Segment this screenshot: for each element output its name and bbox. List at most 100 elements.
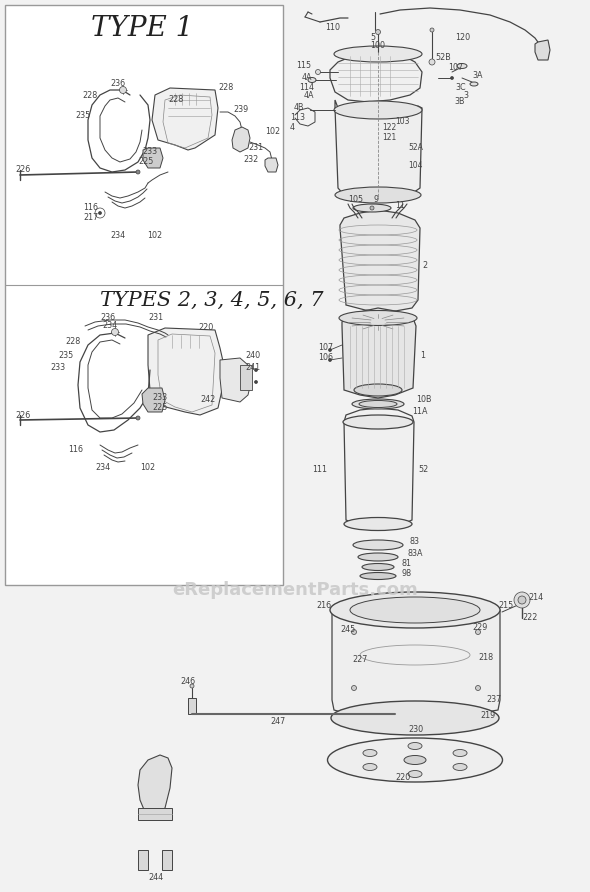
Text: 234: 234 <box>110 230 125 239</box>
Text: 245: 245 <box>340 625 355 634</box>
Polygon shape <box>152 88 218 150</box>
Text: 4A: 4A <box>304 92 314 101</box>
Text: 228: 228 <box>218 84 233 93</box>
Text: 83: 83 <box>410 538 420 547</box>
Text: TYPES 2, 3, 4, 5, 6, 7: TYPES 2, 3, 4, 5, 6, 7 <box>100 291 323 310</box>
Ellipse shape <box>453 749 467 756</box>
Circle shape <box>190 684 194 688</box>
Ellipse shape <box>358 553 398 561</box>
Ellipse shape <box>330 592 500 628</box>
Text: 115: 115 <box>296 61 311 70</box>
Text: 219: 219 <box>480 711 495 720</box>
Text: 100: 100 <box>370 42 385 51</box>
Ellipse shape <box>308 78 316 82</box>
Text: 11: 11 <box>395 201 405 210</box>
Text: 216: 216 <box>316 600 331 609</box>
Polygon shape <box>142 388 165 412</box>
Circle shape <box>375 29 381 35</box>
Text: 232: 232 <box>243 155 258 164</box>
Text: eReplacementParts.com: eReplacementParts.com <box>172 581 418 599</box>
Text: 234: 234 <box>102 321 117 331</box>
Circle shape <box>430 28 434 32</box>
Text: 230: 230 <box>408 725 423 734</box>
Ellipse shape <box>344 517 412 531</box>
Ellipse shape <box>331 701 499 735</box>
Text: 52A: 52A <box>408 144 423 153</box>
Polygon shape <box>330 52 422 102</box>
Text: 81: 81 <box>402 559 412 568</box>
Text: 104: 104 <box>408 161 422 169</box>
Text: 2: 2 <box>422 260 427 269</box>
Text: 102: 102 <box>140 464 155 473</box>
Text: 233: 233 <box>50 364 65 373</box>
Text: 111: 111 <box>312 466 327 475</box>
Text: 52B: 52B <box>435 54 451 62</box>
Text: 226: 226 <box>15 166 30 175</box>
Text: 106: 106 <box>318 353 333 362</box>
Text: 220: 220 <box>198 324 213 333</box>
Polygon shape <box>344 408 414 528</box>
Circle shape <box>476 630 480 634</box>
Text: 237: 237 <box>486 696 502 705</box>
Text: 1: 1 <box>420 351 425 359</box>
Text: 107: 107 <box>448 63 463 72</box>
Ellipse shape <box>360 573 396 580</box>
Polygon shape <box>138 808 172 820</box>
Text: 215: 215 <box>498 600 513 609</box>
Ellipse shape <box>408 771 422 778</box>
Text: 240: 240 <box>245 351 260 359</box>
Text: 110: 110 <box>325 23 340 32</box>
Polygon shape <box>332 594 500 720</box>
Text: 233: 233 <box>152 393 167 402</box>
Polygon shape <box>265 158 278 172</box>
Text: 116: 116 <box>83 203 98 212</box>
Circle shape <box>476 685 480 690</box>
Text: 228: 228 <box>82 90 97 100</box>
Circle shape <box>352 630 356 634</box>
Circle shape <box>329 349 332 351</box>
Polygon shape <box>138 755 172 815</box>
Text: 4B: 4B <box>294 103 304 112</box>
Circle shape <box>136 170 140 174</box>
Ellipse shape <box>334 46 422 62</box>
Text: 113: 113 <box>290 113 305 122</box>
Text: 5: 5 <box>370 34 375 43</box>
Text: 122: 122 <box>382 123 396 133</box>
Polygon shape <box>342 308 416 398</box>
Circle shape <box>329 359 332 361</box>
Text: 102: 102 <box>147 230 162 239</box>
Text: 4A: 4A <box>302 73 313 82</box>
Ellipse shape <box>362 564 394 571</box>
Circle shape <box>99 211 101 214</box>
Ellipse shape <box>363 749 377 756</box>
Text: 214: 214 <box>528 593 543 602</box>
Text: 3A: 3A <box>472 71 483 80</box>
Text: 11A: 11A <box>412 408 428 417</box>
Ellipse shape <box>335 187 421 203</box>
Circle shape <box>254 368 257 371</box>
Text: 235: 235 <box>58 351 73 359</box>
Text: 239: 239 <box>233 105 248 114</box>
Text: 222: 222 <box>522 614 537 623</box>
Text: 220: 220 <box>395 773 410 782</box>
Ellipse shape <box>359 401 397 408</box>
Ellipse shape <box>334 101 422 119</box>
Text: 241: 241 <box>245 364 260 373</box>
Text: TYPE 1: TYPE 1 <box>91 14 193 42</box>
Polygon shape <box>220 358 252 402</box>
Text: 4: 4 <box>290 123 295 133</box>
Text: 83A: 83A <box>408 549 424 558</box>
Text: 3C: 3C <box>455 84 466 93</box>
Text: 3B: 3B <box>454 97 464 106</box>
Text: 246: 246 <box>181 678 195 687</box>
Ellipse shape <box>352 399 404 409</box>
Circle shape <box>352 685 356 690</box>
Ellipse shape <box>353 540 403 550</box>
Text: 9: 9 <box>374 195 379 204</box>
Polygon shape <box>162 850 172 870</box>
Polygon shape <box>240 365 252 390</box>
Polygon shape <box>148 328 225 415</box>
Text: 3: 3 <box>463 92 468 101</box>
Polygon shape <box>340 210 420 312</box>
Text: 236: 236 <box>100 313 115 323</box>
